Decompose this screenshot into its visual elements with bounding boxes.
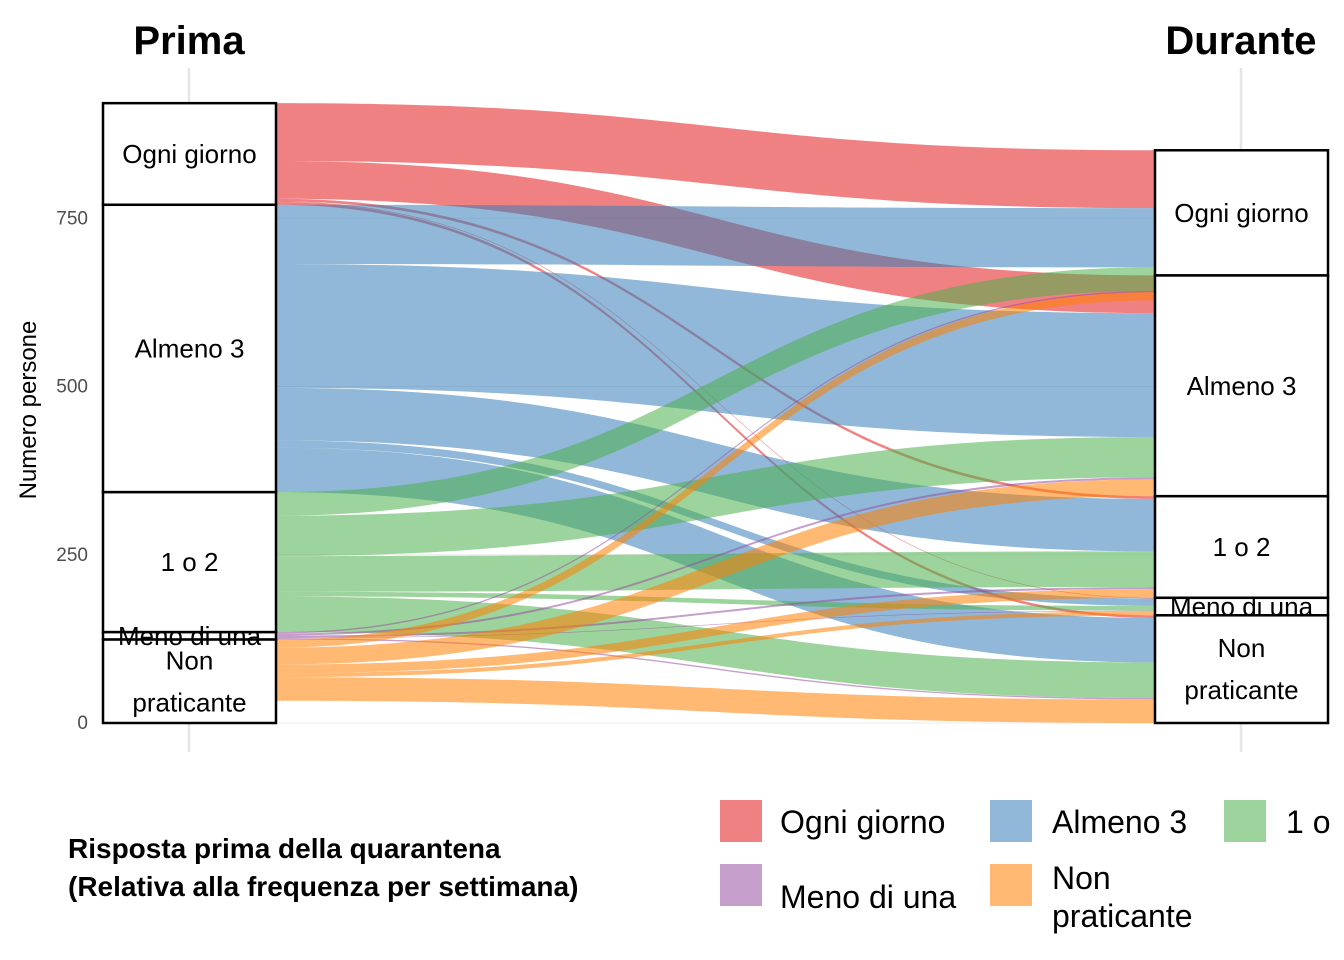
flow-almeno-3-to-almeno-3 [276, 264, 1155, 437]
stratum-label-prima-meno-di-una: Meno di una [118, 621, 262, 651]
legend-key-1-o-2 [1224, 800, 1266, 842]
flow-meno-di-una-to-non-praticante [276, 638, 1155, 700]
stratum-label-durante-almeno-3: Almeno 3 [1187, 371, 1297, 401]
y-tick-label-250: 250 [56, 545, 88, 566]
y-tick-label-0: 0 [77, 713, 88, 734]
flow-non-praticante-to-non-praticante [276, 677, 1155, 723]
flow-non-praticante-to-ogni-giorno [276, 292, 1155, 648]
flow-almeno-3-to-ogni-giorno [276, 204, 1155, 268]
legend-key-meno-di-una [720, 864, 762, 906]
legend-label-non-praticante: Non praticante [1052, 860, 1193, 934]
flow-1-o-2-to-ogni-giorno [276, 267, 1155, 516]
legend-label-almeno-3: Almeno 3 [1052, 804, 1188, 840]
y-axis: 0 250 500 750 [56, 208, 88, 734]
stratum-label-durante-ogni-giorno: Ogni giorno [1174, 198, 1308, 228]
y-axis-label: Numero persone [15, 321, 42, 500]
stratum-durante-non-praticante [1153, 614, 1330, 725]
legend-key-non-praticante [990, 864, 1032, 906]
stratum-prima-almeno-3 [101, 203, 278, 494]
stratum-label-durante-non-praticante: Non praticante [1184, 633, 1298, 705]
stratum-label-prima-non-praticante: Non praticante [132, 645, 246, 717]
flow-meno-di-una-to-ogni-giorno [276, 290, 1155, 634]
stratum-durante-almeno-3 [1153, 274, 1330, 498]
stratum-prima-1-o-2 [101, 490, 278, 634]
y-tick-label-500: 500 [56, 377, 88, 398]
flows [276, 103, 1155, 723]
legend-title: Risposta prima della quarantena (Relativ… [68, 833, 579, 902]
flow-meno-di-una-to-1-o-2 [276, 587, 1155, 638]
flow-ogni-giorno-to-ogni-giorno [276, 103, 1155, 209]
stratum-prima-ogni-giorno [101, 101, 278, 207]
stratum-label-durante-meno-di-una: Meno di una [1170, 592, 1314, 622]
stratum-prima-non-praticante [101, 638, 278, 725]
flow-meno-di-una-to-almeno-3 [276, 477, 1155, 636]
stratum-label-durante-1-o-2: 1 o 2 [1213, 532, 1271, 562]
y-tick-label-750: 750 [56, 208, 88, 229]
legend-key-ogni-giorno [720, 800, 762, 842]
flow-non-praticante-to-meno-di-una [276, 611, 1155, 678]
legend-label-ogni-giorno: Ogni giorno [780, 804, 946, 840]
stratum-label-prima-1-o-2: 1 o 2 [161, 547, 219, 577]
flow-non-praticante-to-almeno-3 [276, 479, 1155, 665]
flow-1-o-2-to-non-praticante [276, 596, 1155, 699]
stratum-label-prima-almeno-3: Almeno 3 [135, 333, 245, 363]
flow-non-praticante-to-1-o-2 [276, 589, 1155, 674]
stratum-label-prima-ogni-giorno: Ogni giorno [122, 139, 256, 169]
axis-title-durante: Durante [1165, 19, 1316, 63]
flow-1-o-2-to-almeno-3 [276, 436, 1155, 557]
flow-almeno-3-to-meno-di-una [276, 440, 1155, 606]
flow-meno-di-una-to-meno-di-una [276, 610, 1155, 639]
axis-title-prima: Prima [133, 19, 245, 63]
legend-key-almeno-3 [990, 800, 1032, 842]
stratum-durante-1-o-2 [1153, 494, 1330, 600]
legend-label-1-o-2: 1 o [1286, 804, 1331, 840]
legend-label-meno-di-una: Meno di una [780, 879, 957, 915]
